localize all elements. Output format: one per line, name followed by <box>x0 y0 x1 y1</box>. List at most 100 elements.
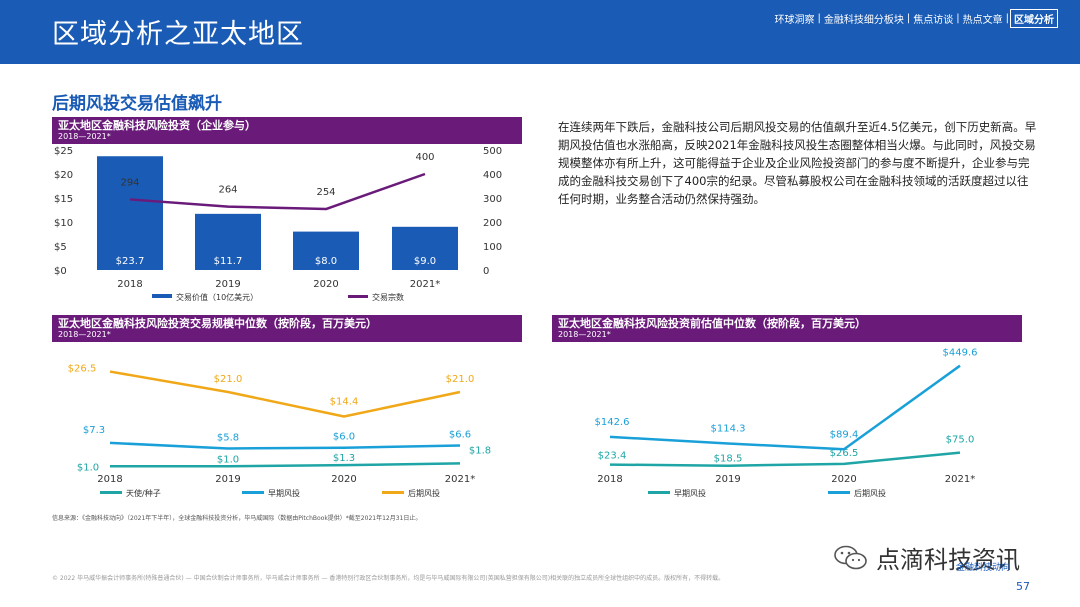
series-line <box>129 172 426 211</box>
footer-link[interactable]: 金融科技动向 <box>956 563 1011 573</box>
y-right-tick-label: 0 <box>483 266 489 277</box>
nav-separator: | <box>906 13 911 24</box>
series-line <box>609 451 961 467</box>
line-value-label: $6.0 <box>333 432 355 443</box>
top-nav: 环球洞察 | 金融科技细分板块 | 焦点访谈 | 热点文章 | 区域分析 <box>773 9 1058 28</box>
legend-label: 交易宗数 <box>372 292 404 302</box>
bar <box>97 156 163 270</box>
chart-vc-corporate: 亚太地区金融科技风险投资（企业参与） 2018—2021* $25 $20 $15 $… <box>52 117 522 307</box>
series-line <box>109 441 461 450</box>
x-tick-label: 2021* <box>445 474 475 485</box>
line-value-label: $26.5 <box>68 364 97 375</box>
watermark: 点滴科技资讯 <box>834 540 1020 575</box>
chart-subtitle: 2018—2021* <box>58 330 111 339</box>
legend-swatch <box>828 491 850 494</box>
nav-item[interactable]: 环球洞察 <box>774 15 815 26</box>
line-value-label: $1.8 <box>469 445 491 456</box>
copyright-note: © 2022 毕马威华振会计师事务所(特殊普通合伙) — 中国合伙制会计师事务所… <box>52 575 725 582</box>
bar-value-label: $9.0 <box>414 256 436 267</box>
wechat-icon <box>834 545 868 571</box>
nav-item[interactable]: 区域分析 <box>1010 9 1058 28</box>
nav-item[interactable]: 金融科技细分板块 <box>823 15 904 26</box>
legend-swatch <box>152 294 172 298</box>
legend-label: 后期风投 <box>408 488 440 498</box>
chart-header: 亚太地区金融科技风险投资前估值中位数（按阶段，百万美元） 2018—2021* <box>552 315 1022 342</box>
series-line <box>609 364 961 451</box>
section-title: 后期风投交易估值飙升 <box>52 94 222 114</box>
chart-plot: $25 $20 $15 $10 $5 $0 500 400 300 200 100 0 $23.7 $11… <box>54 146 502 302</box>
body-paragraph: 在连续两年下跌后，金融科技公司后期风投交易的估值飙升至近4.5亿美元，创下历史新… <box>558 120 1037 206</box>
nav-item[interactable]: 焦点访谈 <box>913 15 954 26</box>
y-left-tick-label: $25 <box>54 146 73 157</box>
chart-subtitle: 2018—2021* <box>58 132 111 141</box>
legend-swatch <box>648 491 670 494</box>
chart-subtitle: 2018—2021* <box>558 330 611 339</box>
y-right-tick-label: 100 <box>483 242 502 253</box>
line-value-label: $18.5 <box>714 454 743 465</box>
x-tick-label: 2019 <box>715 474 740 485</box>
y-right-tick-label: 400 <box>483 170 502 181</box>
line-value-label: $114.3 <box>711 423 746 434</box>
line-value-label: 400 <box>415 152 434 163</box>
line-value-label: $1.0 <box>217 454 239 465</box>
bar <box>293 231 359 270</box>
series-line <box>109 370 461 418</box>
y-left-tick-label: $15 <box>54 194 73 205</box>
legend-swatch <box>100 491 122 494</box>
chart-title: 亚太地区金融科技风险投资交易规模中位数（按阶段，百万美元） <box>58 317 377 330</box>
x-tick-label: 2019 <box>215 279 240 290</box>
line-value-label: $1.0 <box>77 462 99 473</box>
nav-item[interactable]: 热点文章 <box>962 15 1003 26</box>
legend-label: 早期风投 <box>268 488 300 498</box>
nav-separator: | <box>817 13 821 24</box>
x-tick-label: 2020 <box>331 474 356 485</box>
legend-label: 早期风投 <box>674 488 706 498</box>
line-value-label: 294 <box>120 177 139 188</box>
bar-value-label: $23.7 <box>116 256 145 267</box>
chart-header: 亚太地区金融科技风险投资交易规模中位数（按阶段，百万美元） 2018—2021* <box>52 315 522 342</box>
bar <box>195 213 261 270</box>
y-right-tick-label: 300 <box>483 194 502 205</box>
x-tick-label: 2021* <box>945 474 975 485</box>
x-tick-label: 2018 <box>597 474 622 485</box>
source-note: 信息来源：《金融科技动向》（2021年下半年），全球金融科技投资分析，毕马威国际… <box>52 515 422 522</box>
x-tick-label: 2018 <box>97 474 122 485</box>
y-right-tick-label: 500 <box>483 146 502 157</box>
line-value-label: $142.6 <box>595 417 630 428</box>
y-left-tick-label: $0 <box>54 266 67 277</box>
x-tick-label: 2018 <box>117 279 142 290</box>
line-value-label: 264 <box>218 185 237 196</box>
x-tick-label: 2020 <box>313 279 338 290</box>
line-value-label: $26.5 <box>830 448 859 459</box>
line-value-label: $21.0 <box>446 374 475 385</box>
bar-value-label: $8.0 <box>315 256 337 267</box>
line-value-label: $23.4 <box>598 451 627 462</box>
line-value-label: $75.0 <box>946 435 975 446</box>
chart-header: 亚太地区金融科技风险投资（企业参与） 2018—2021* <box>52 117 522 144</box>
x-tick-label: 2020 <box>831 474 856 485</box>
chart-title: 亚太地区金融科技风险投资前估值中位数（按阶段，百万美元） <box>558 317 866 330</box>
page-number: 57 <box>1016 580 1030 593</box>
chart-plot: $1.0 $1.0 $1.3 $1.8 $7.3 $5.8 $6.0 $6.6 $26.5 $21… <box>68 364 491 498</box>
chart-plot: $23.4 $18.5 $26.5 $75.0 $142.6 $114.3 $89.4 $44… <box>595 348 978 498</box>
y-left-tick-label: $5 <box>54 242 67 253</box>
line-value-label: $449.6 <box>943 348 978 359</box>
legend-label: 交易价值（10亿美元） <box>176 292 258 302</box>
legend-label: 天使/种子 <box>126 488 161 498</box>
legend-swatch <box>382 491 404 494</box>
legend-swatch <box>242 491 264 494</box>
chart-title: 亚太地区金融科技风险投资（企业参与） <box>58 119 256 132</box>
y-left-tick-label: $20 <box>54 170 73 181</box>
line-value-label: $14.4 <box>330 397 359 408</box>
line-value-label: $89.4 <box>830 429 859 440</box>
x-tick-label: 2019 <box>215 474 240 485</box>
legend-swatch <box>348 295 368 298</box>
bar-value-label: $11.7 <box>214 256 243 267</box>
line-value-label: $6.6 <box>449 429 471 440</box>
line-value-label: $5.8 <box>217 432 239 443</box>
nav-separator: | <box>1005 13 1009 24</box>
nav-separator: | <box>956 13 960 24</box>
page-title: 区域分析之亚太地区 <box>52 19 304 50</box>
header-bar: 区域分析之亚太地区 环球洞察 | 金融科技细分板块 | 焦点访谈 | 热点文章 | 区域分析 <box>0 0 1080 64</box>
